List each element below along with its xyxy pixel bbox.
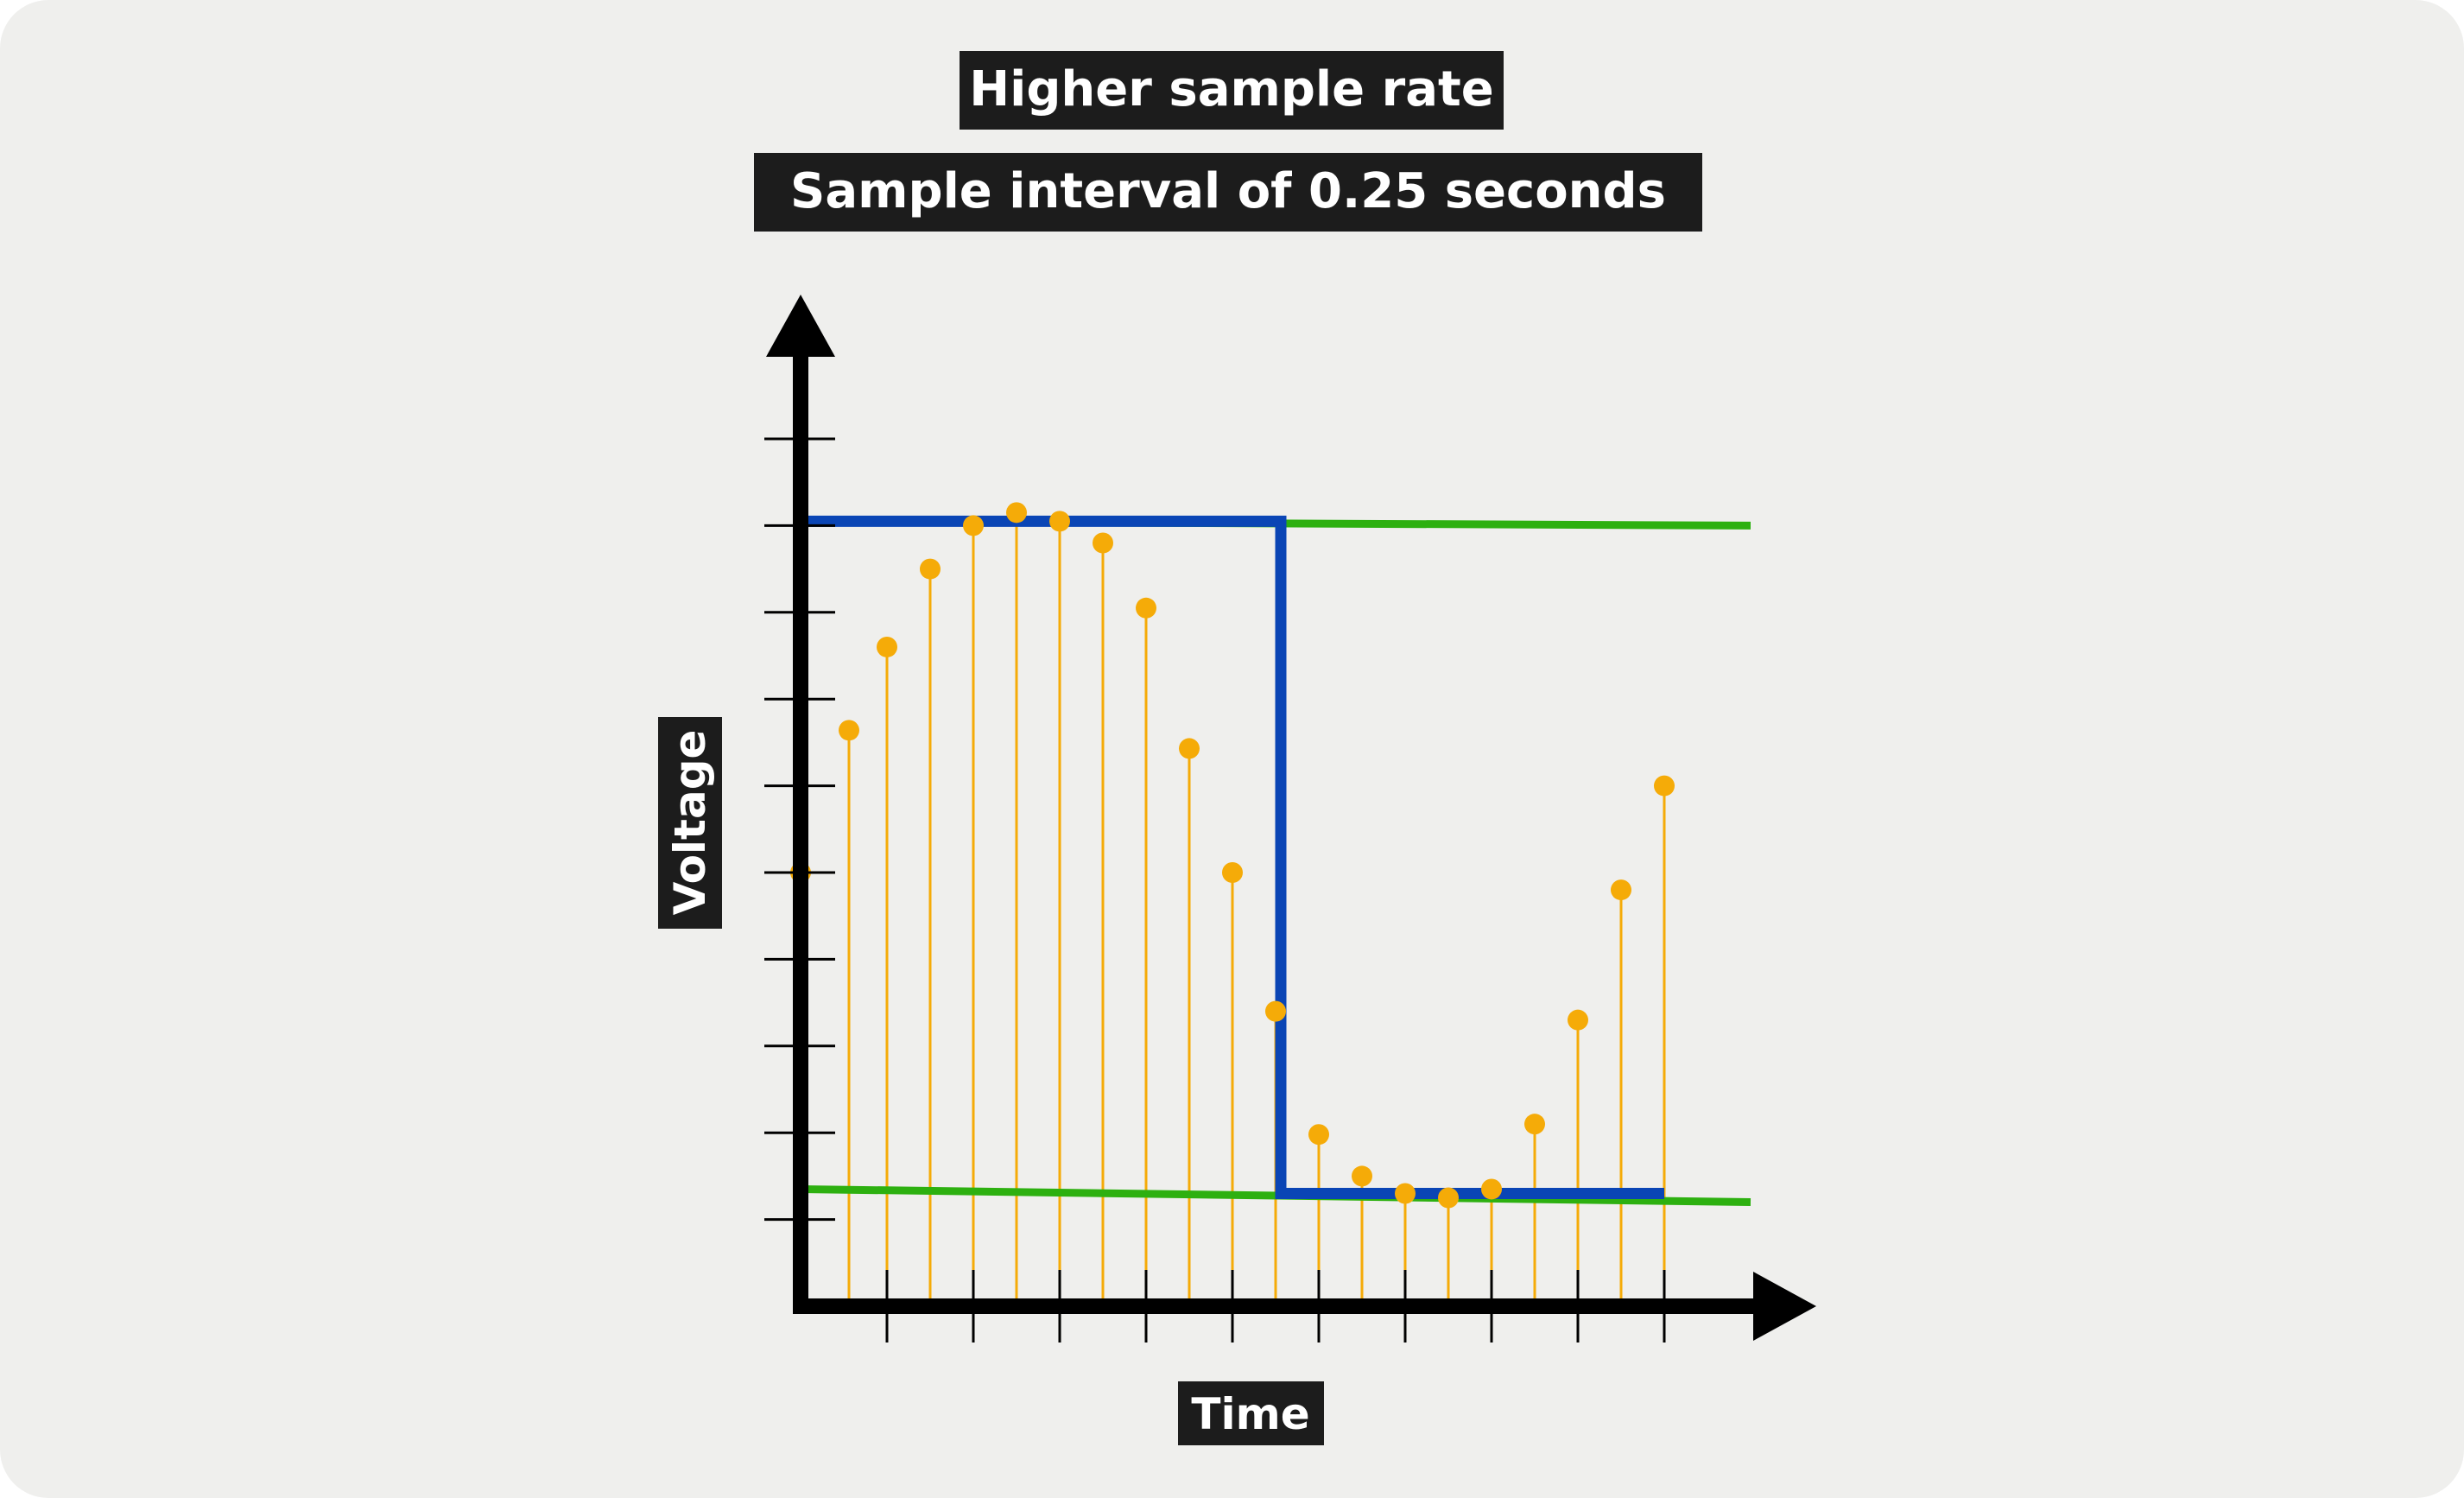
sample-stems xyxy=(847,512,1666,1306)
y-axis-arrow xyxy=(766,295,835,357)
sample-point xyxy=(1049,511,1070,532)
sample-point xyxy=(1265,1000,1286,1022)
sample-point xyxy=(1006,502,1027,524)
sample-point xyxy=(1093,532,1113,554)
sample-point xyxy=(1222,862,1243,883)
sample-point xyxy=(877,636,897,657)
sample-point xyxy=(1611,879,1631,901)
sample-point xyxy=(1524,1114,1545,1135)
chart-subtitle: Sample interval of 0.25 seconds xyxy=(790,163,1666,219)
sample-point xyxy=(1179,738,1200,759)
sample-point xyxy=(1136,597,1156,619)
subtitle-box xyxy=(754,153,1702,232)
sample-point xyxy=(1438,1187,1459,1209)
y-axis-label: Voltage xyxy=(665,730,715,916)
sample-point xyxy=(1352,1165,1372,1187)
quantized-signal-line xyxy=(801,515,1664,1199)
sample-point xyxy=(1481,1178,1502,1200)
sample-point xyxy=(1654,775,1675,797)
sample-point xyxy=(839,720,859,741)
chart-title: Higher sample rate xyxy=(969,61,1494,117)
sample-point xyxy=(1308,1124,1329,1146)
x-axis-arrow xyxy=(1753,1272,1816,1341)
y-axis-label-box xyxy=(658,717,722,929)
axis-ticks xyxy=(764,437,1666,1342)
sample-point xyxy=(1395,1183,1416,1204)
quantized-signal xyxy=(801,515,1664,1199)
x-axis-label-box xyxy=(1178,1381,1324,1445)
sample-point xyxy=(1568,1009,1588,1031)
sample-point xyxy=(963,515,984,536)
sample-point xyxy=(920,558,941,580)
title-box xyxy=(960,51,1504,130)
x-axis-label: Time xyxy=(1191,1389,1309,1439)
